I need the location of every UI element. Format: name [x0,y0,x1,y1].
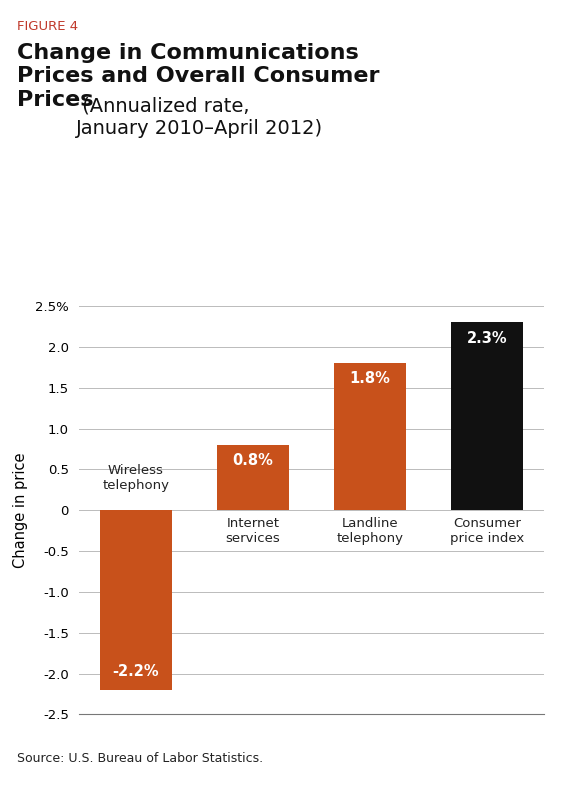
Text: 1.8%: 1.8% [350,371,390,386]
Text: -2.2%: -2.2% [113,664,159,679]
Text: Change in Communications
Prices and Overall Consumer
Prices: Change in Communications Prices and Over… [17,43,379,110]
Y-axis label: Change in price: Change in price [13,452,28,568]
Text: 0.8%: 0.8% [232,453,273,468]
Text: (Annualized rate,
January 2010–April 2012): (Annualized rate, January 2010–April 201… [76,97,323,137]
Bar [334,363,406,510]
Bar [217,445,289,510]
Text: Consumer
price index: Consumer price index [449,517,524,545]
Text: 2.3%: 2.3% [466,330,507,345]
Text: FIGURE 4: FIGURE 4 [17,20,78,33]
Text: Internet
services: Internet services [226,517,280,545]
Text: Wireless
telephony: Wireless telephony [103,464,169,492]
Bar [450,323,523,510]
Text: Landline
telephony: Landline telephony [337,517,403,545]
Bar [100,510,172,690]
Text: Source: U.S. Bureau of Labor Statistics.: Source: U.S. Bureau of Labor Statistics. [17,752,263,765]
